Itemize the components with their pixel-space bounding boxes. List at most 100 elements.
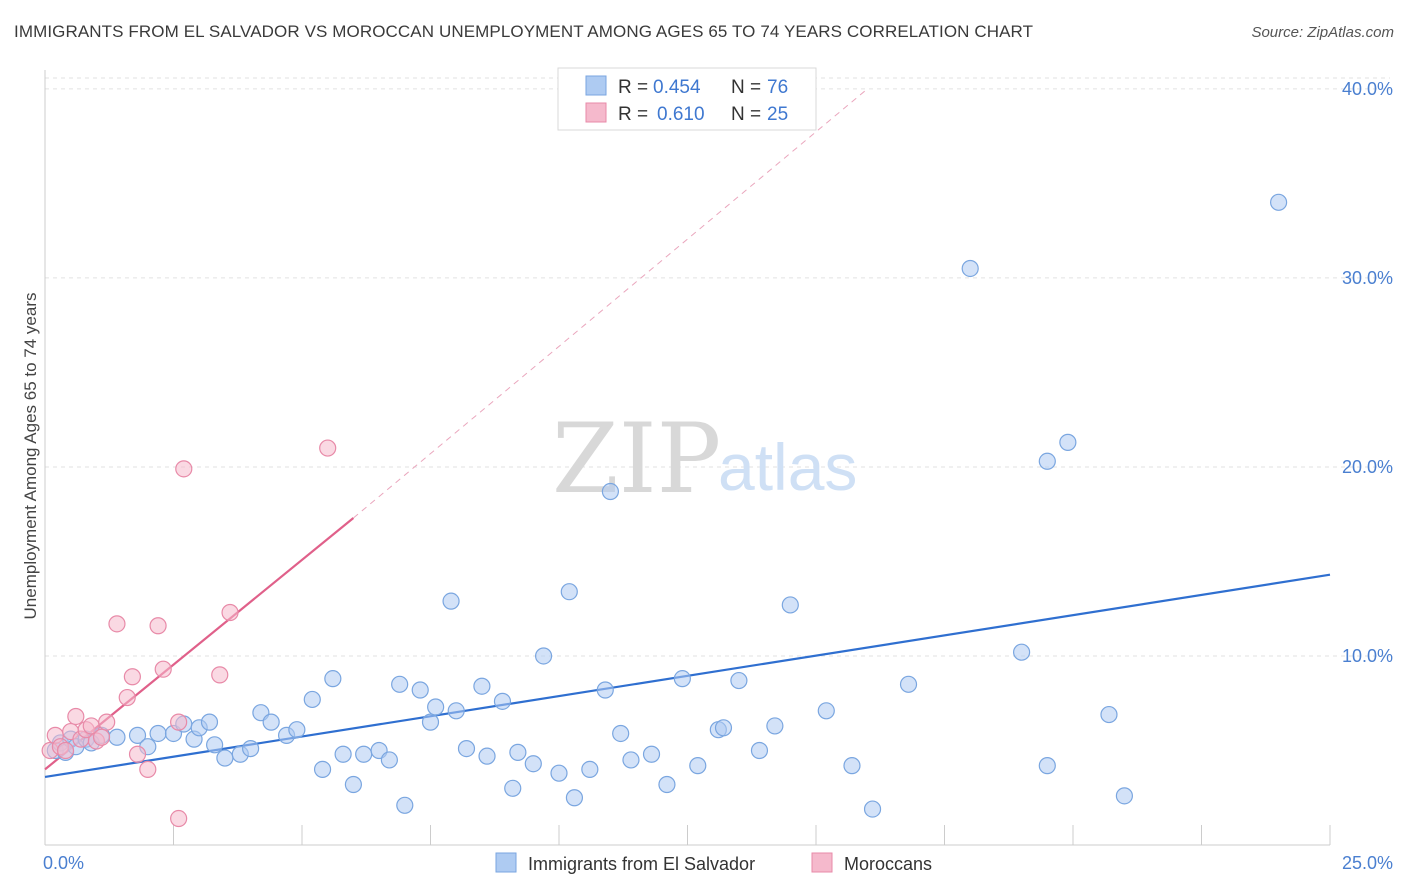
point-moroccans-16	[139, 760, 157, 778]
point-el-salvador-63	[750, 741, 769, 760]
point-el-salvador-59	[689, 757, 707, 775]
point-el-salvador-38	[442, 592, 460, 610]
y-tick-label-2: 30.0%	[1342, 268, 1393, 288]
point-el-salvador-53	[601, 482, 620, 501]
x-tick-label-start: 0.0%	[43, 853, 84, 873]
point-moroccans-3	[56, 741, 75, 760]
point-el-salvador-66	[817, 702, 835, 720]
point-el-salvador-20	[242, 739, 260, 758]
legend-swatch-blue	[585, 75, 607, 96]
legend-n-value-2: 25	[767, 104, 788, 125]
point-moroccans-23	[221, 603, 239, 622]
point-el-salvador-70	[961, 259, 979, 278]
legend-n-value-1: 76	[767, 77, 788, 98]
point-el-salvador-58	[673, 670, 691, 688]
point-moroccans-5	[67, 707, 85, 726]
point-el-salvador-48	[550, 764, 568, 782]
point-el-salvador-35	[411, 681, 429, 699]
point-el-salvador-74	[1059, 433, 1077, 451]
point-el-salvador-62	[730, 671, 748, 690]
bottom-legend-label-el-salvador: Immigrants from El Salvador	[528, 854, 755, 874]
point-el-salvador-18	[216, 749, 234, 767]
point-el-salvador-24	[288, 721, 306, 739]
point-el-salvador-72	[1038, 452, 1056, 470]
x-tick-labels: 0.0% 25.0%	[43, 853, 1393, 873]
point-el-salvador-11	[149, 724, 167, 743]
y-tick-label-0: 10.0%	[1342, 646, 1393, 666]
point-moroccans-20	[170, 809, 188, 828]
point-el-salvador-37	[427, 698, 445, 716]
point-moroccans-14	[123, 668, 141, 686]
point-el-salvador-65	[781, 596, 799, 614]
point-el-salvador-30	[355, 745, 373, 763]
trend-line-moroccans-extension	[353, 88, 868, 519]
y-axis-label: Unemployment Among Ages 65 to 74 years	[21, 293, 40, 620]
point-el-salvador-36	[421, 713, 440, 731]
point-moroccans-17	[149, 617, 167, 635]
point-el-salvador-76	[1115, 787, 1134, 805]
point-el-salvador-39	[447, 702, 465, 720]
legend-r-label-1: R =	[618, 77, 648, 98]
point-el-salvador-71	[1012, 643, 1031, 661]
point-moroccans-22	[211, 666, 229, 684]
x-tick-label-end: 25.0%	[1342, 853, 1393, 873]
point-el-salvador-68	[863, 800, 882, 818]
point-el-salvador-47	[534, 647, 553, 665]
point-el-salvador-27	[324, 670, 342, 688]
point-el-salvador-28	[334, 745, 352, 763]
point-el-salvador-46	[524, 755, 542, 773]
point-el-salvador-61	[714, 719, 733, 737]
point-el-salvador-51	[581, 760, 599, 778]
point-el-salvador-9	[128, 726, 147, 744]
point-el-salvador-69	[899, 675, 918, 693]
point-moroccans-12	[108, 615, 126, 633]
legend-n-label-1: N =	[731, 77, 761, 98]
correlation-legend: R = 0.454 N = 76 R = 0.610 N = 25	[557, 67, 817, 131]
point-moroccans-24	[319, 439, 337, 457]
chart-title: IMMIGRANTS FROM EL SALVADOR VS MOROCCAN …	[14, 22, 1034, 41]
point-el-salvador-42	[478, 747, 496, 765]
point-el-salvador-52	[596, 681, 614, 699]
point-el-salvador-29	[344, 775, 362, 794]
point-el-salvador-54	[612, 724, 630, 743]
bottom-legend-swatch-blue	[495, 852, 517, 873]
watermark-atlas: atlas	[718, 430, 857, 504]
point-el-salvador-75	[1100, 705, 1118, 724]
point-el-salvador-34	[396, 796, 414, 814]
series-moroccans-points	[41, 439, 337, 828]
point-el-salvador-55	[622, 751, 640, 769]
legend-r-label-2: R =	[618, 104, 648, 125]
point-el-salvador-8	[108, 728, 126, 746]
series-legend: Immigrants from El Salvador Moroccans	[495, 852, 932, 874]
point-moroccans-21	[175, 460, 193, 478]
point-el-salvador-64	[766, 717, 784, 735]
series-el-salvador-points	[46, 193, 1288, 818]
bottom-legend-label-moroccans: Moroccans	[844, 854, 932, 874]
legend-r-value-2: 0.610	[657, 104, 705, 125]
axes	[44, 70, 1331, 846]
point-el-salvador-77	[1269, 193, 1288, 211]
y-tick-labels: 10.0% 20.0% 30.0% 40.0%	[1342, 79, 1393, 666]
point-el-salvador-32	[380, 751, 398, 769]
point-el-salvador-41	[473, 677, 491, 695]
y-tick-label-1: 20.0%	[1342, 457, 1393, 477]
point-el-salvador-40	[457, 739, 476, 758]
point-el-salvador-25	[303, 690, 321, 709]
legend-n-label-2: N =	[731, 104, 761, 125]
point-moroccans-15	[128, 745, 147, 763]
point-moroccans-11	[98, 713, 116, 731]
point-el-salvador-16	[200, 713, 219, 731]
point-moroccans-10	[92, 728, 111, 746]
grid	[45, 77, 1390, 657]
bottom-legend-swatch-pink	[811, 852, 833, 873]
point-moroccans-13	[118, 688, 136, 707]
point-el-salvador-26	[313, 760, 332, 778]
point-el-salvador-50	[565, 789, 584, 807]
point-el-salvador-57	[658, 775, 676, 794]
point-el-salvador-56	[642, 745, 661, 763]
legend-swatch-pink	[585, 102, 607, 123]
watermark-zip: ZIP	[552, 403, 721, 515]
point-el-salvador-67	[843, 757, 861, 775]
point-el-salvador-43	[493, 692, 512, 710]
